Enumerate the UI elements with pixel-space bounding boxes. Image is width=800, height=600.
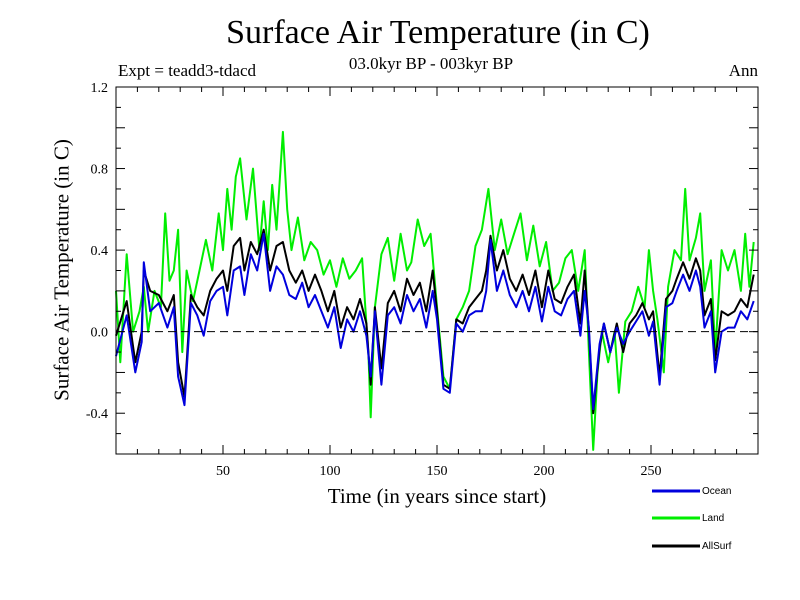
x-tick-label: 250: [641, 464, 662, 479]
y-tick-label: -0.4: [86, 407, 108, 422]
season-label: Ann: [728, 61, 758, 80]
legend: Ocean Land AllSurf: [652, 486, 732, 552]
x-axis-label: Time (in years since start): [327, 484, 547, 508]
legend-label-land: Land: [702, 513, 724, 524]
chart-title: Surface Air Temperature (in C): [226, 14, 650, 51]
y-tick-label: 0.0: [91, 326, 109, 341]
x-tick-label: 100: [320, 464, 341, 479]
series-layer: [115, 130, 755, 451]
y-tick-label: 1.2: [91, 81, 109, 96]
x-tick-label: 50: [216, 464, 230, 479]
axes: 50 100 150 200 250 -0.4 0.0 0.4 0.8 1.2: [86, 81, 759, 479]
x-tick-label: 200: [534, 464, 555, 479]
experiment-label: Expt = teadd3-tdacd: [118, 61, 256, 80]
legend-label-ocean: Ocean: [702, 486, 731, 497]
chart-subtitle: 03.0kyr BP - 003kyr BP: [348, 54, 514, 73]
x-tick-label: 150: [427, 464, 448, 479]
series-line-ocean: [115, 232, 755, 411]
series-line-land: [115, 130, 755, 451]
y-tick-label: 0.4: [91, 244, 109, 259]
legend-label-allsurf: AllSurf: [702, 541, 732, 552]
y-tick-label: 0.8: [91, 163, 109, 178]
